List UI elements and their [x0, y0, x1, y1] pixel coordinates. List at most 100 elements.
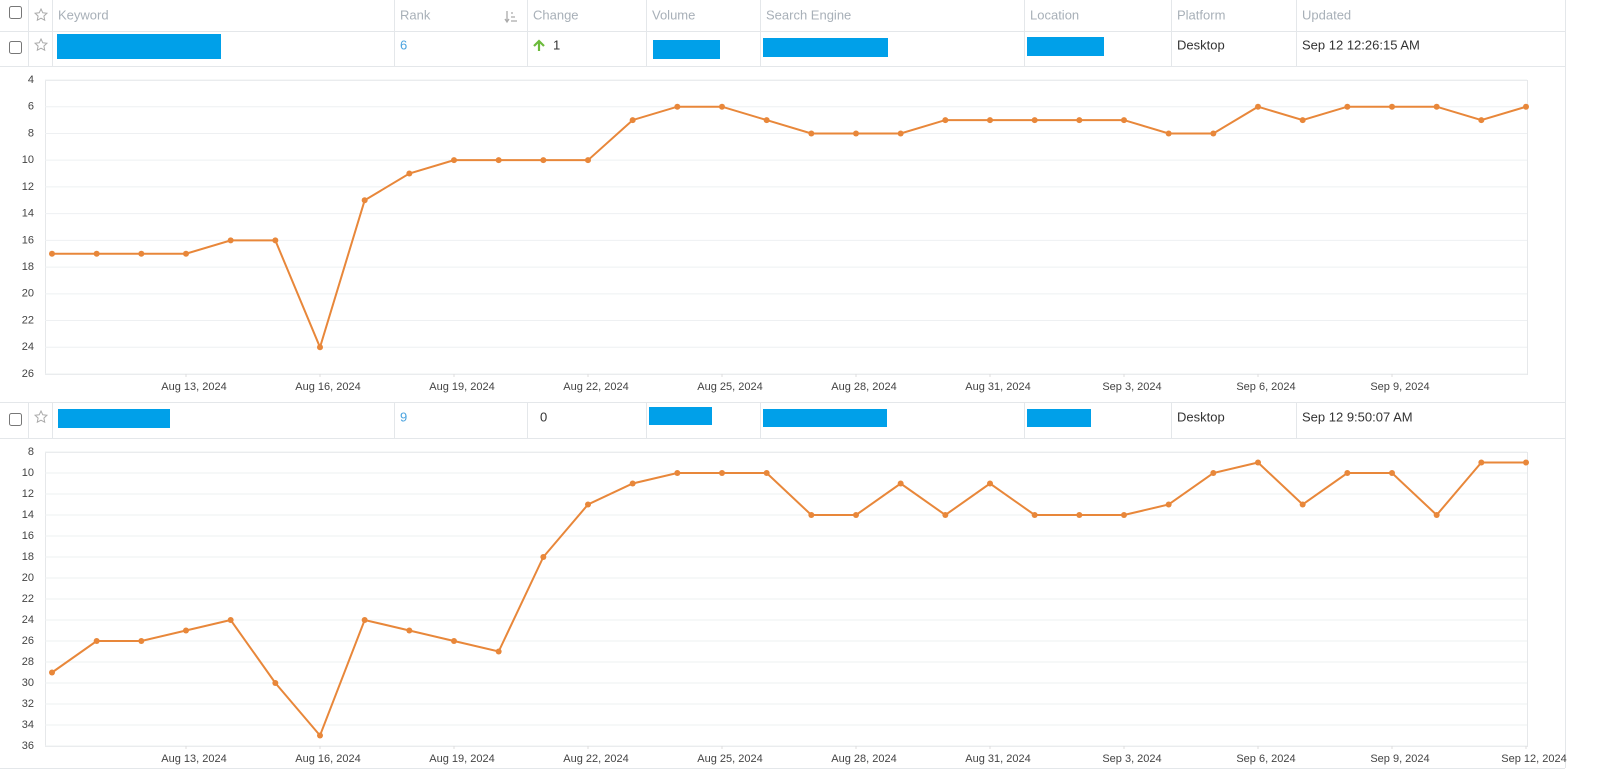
- rank-point[interactable]: [1344, 470, 1351, 476]
- rank-point[interactable]: [183, 250, 189, 257]
- rank-point[interactable]: [49, 669, 55, 676]
- rank-point[interactable]: [1255, 459, 1261, 466]
- rank-point[interactable]: [1165, 130, 1172, 137]
- rank-point[interactable]: [1433, 512, 1440, 518]
- rank-point[interactable]: [183, 627, 189, 634]
- y-tick-label: 30: [22, 677, 34, 689]
- star-icon[interactable]: [33, 409, 49, 424]
- rank-point[interactable]: [272, 237, 279, 244]
- redacted-volume: [649, 407, 712, 425]
- rank-point[interactable]: [853, 130, 859, 137]
- rank-point[interactable]: [1121, 117, 1127, 124]
- rank-point[interactable]: [406, 627, 413, 634]
- rank-point[interactable]: [585, 157, 591, 164]
- select-all-checkbox[interactable]: [9, 6, 22, 19]
- rank-point[interactable]: [1389, 470, 1395, 476]
- rank-point[interactable]: [1523, 459, 1529, 466]
- rank-point[interactable]: [585, 501, 591, 508]
- rank-point[interactable]: [763, 117, 770, 124]
- rank-point[interactable]: [942, 512, 949, 518]
- rank-point[interactable]: [987, 480, 993, 487]
- column-header[interactable]: Updated: [1302, 7, 1351, 22]
- star-icon[interactable]: [33, 7, 49, 22]
- rank-point[interactable]: [540, 554, 547, 560]
- y-tick-label: 14: [22, 208, 34, 220]
- row-checkbox[interactable]: [9, 41, 22, 54]
- rank-point[interactable]: [808, 130, 815, 137]
- star-icon[interactable]: [33, 37, 49, 52]
- rank-point[interactable]: [897, 480, 904, 487]
- rank-point[interactable]: [1210, 130, 1217, 137]
- rank-point[interactable]: [1478, 117, 1485, 124]
- sort-icon[interactable]: [504, 11, 517, 24]
- rank-line: [52, 105, 1527, 351]
- y-tick-label: 26: [22, 635, 34, 647]
- rank-point[interactable]: [227, 617, 234, 623]
- x-tick-label: Aug 31, 2024: [965, 753, 1030, 765]
- rank-point[interactable]: [1523, 103, 1529, 110]
- rank-point[interactable]: [1255, 103, 1261, 110]
- column-header[interactable]: Search Engine: [766, 7, 851, 22]
- rank-point[interactable]: [540, 157, 547, 164]
- rank-point[interactable]: [1165, 501, 1172, 508]
- column-header[interactable]: Change: [533, 7, 579, 22]
- rank-point[interactable]: [451, 157, 457, 164]
- rank-point[interactable]: [1031, 512, 1038, 518]
- rank-point[interactable]: [495, 648, 502, 655]
- column-header[interactable]: Platform: [1177, 7, 1225, 22]
- rank-point[interactable]: [495, 157, 502, 164]
- x-tick-label: Aug 22, 2024: [563, 381, 628, 393]
- rank-point[interactable]: [317, 344, 323, 351]
- column-header[interactable]: Volume: [652, 7, 695, 22]
- rank-point[interactable]: [674, 470, 681, 476]
- rank-point[interactable]: [272, 680, 279, 686]
- rank-point[interactable]: [93, 250, 100, 257]
- rank-point[interactable]: [719, 103, 725, 110]
- y-tick-label: 24: [22, 614, 34, 626]
- rank-point[interactable]: [317, 732, 323, 739]
- rank-point[interactable]: [361, 617, 368, 623]
- rank-point[interactable]: [49, 250, 55, 257]
- rank[interactable]: 9: [400, 409, 407, 424]
- rank-point[interactable]: [361, 197, 368, 204]
- rank-point[interactable]: [1121, 512, 1127, 518]
- rank-point[interactable]: [138, 250, 145, 257]
- rank-point[interactable]: [1076, 117, 1083, 124]
- platform: Desktop: [1177, 37, 1225, 52]
- rank-point[interactable]: [629, 117, 636, 124]
- rank-point[interactable]: [1299, 117, 1306, 124]
- rank-point[interactable]: [629, 480, 636, 487]
- rank-point[interactable]: [1076, 512, 1083, 518]
- rank-point[interactable]: [942, 117, 949, 124]
- rank-point[interactable]: [227, 237, 234, 244]
- y-tick-label: 20: [22, 572, 34, 584]
- rank[interactable]: 6: [400, 37, 407, 52]
- rank-point[interactable]: [451, 638, 457, 644]
- rank-point[interactable]: [763, 470, 770, 476]
- rank-point[interactable]: [853, 512, 859, 518]
- rank-point[interactable]: [1389, 103, 1395, 110]
- column-header[interactable]: Location: [1030, 7, 1079, 22]
- row-checkbox[interactable]: [9, 413, 22, 426]
- x-tick-label: Aug 25, 2024: [697, 381, 762, 393]
- rank-point[interactable]: [1031, 117, 1038, 124]
- rank-point[interactable]: [138, 638, 145, 644]
- rank-point[interactable]: [406, 170, 413, 177]
- rank-point[interactable]: [719, 470, 725, 476]
- column-header[interactable]: Keyword: [58, 7, 109, 22]
- rank-point[interactable]: [808, 512, 815, 518]
- rank-point[interactable]: [93, 638, 100, 644]
- rank-point[interactable]: [1344, 103, 1351, 110]
- rank-point[interactable]: [1210, 470, 1217, 476]
- rank-point[interactable]: [674, 103, 681, 110]
- y-tick-label: 18: [22, 261, 34, 273]
- x-tick-label: Sep 6, 2024: [1236, 753, 1295, 765]
- rank-point[interactable]: [987, 117, 993, 124]
- column-header[interactable]: Rank: [400, 7, 431, 22]
- x-tick-label: Aug 28, 2024: [831, 753, 896, 765]
- rank-point[interactable]: [897, 130, 904, 137]
- rank-point[interactable]: [1433, 103, 1440, 110]
- rank-point[interactable]: [1299, 501, 1306, 508]
- x-tick-label: Sep 6, 2024: [1236, 381, 1295, 393]
- rank-point[interactable]: [1478, 459, 1485, 466]
